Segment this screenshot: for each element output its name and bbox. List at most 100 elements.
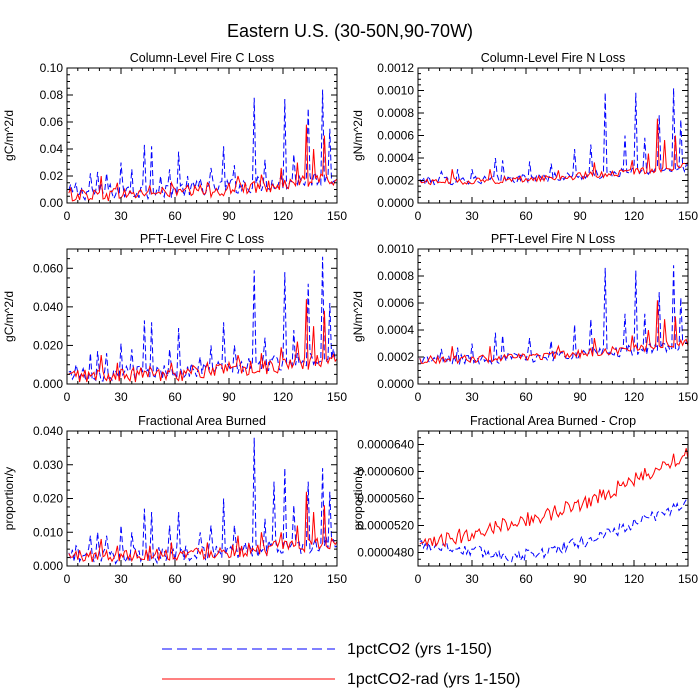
chart-panel-1: 0 30 60 90 120 150 0.00 0.02 0.04 0.06 0.08 0.10 Col… <box>2 51 347 223</box>
x-tick-label: 120 <box>624 209 644 223</box>
x-tick-label: 90 <box>573 209 587 223</box>
y-tick-label: 0.0006 <box>377 296 414 310</box>
panel-title: Fractional Area Burned - Crop <box>470 414 636 428</box>
x-tick-label: 30 <box>465 572 479 586</box>
y-tick-label: 0.0000560 <box>357 492 414 506</box>
x-tick-label: 120 <box>273 209 293 223</box>
chart-panel-6: 0 30 60 90 120 150 0.0000480 0.0000520 0.0000560… <box>351 414 698 586</box>
y-tick-label: 0.0004 <box>377 151 414 165</box>
panel-title: PFT-Level Fire C Loss <box>140 232 264 246</box>
panel-title: Fractional Area Burned <box>138 414 266 428</box>
y-tick-label: 0.060 <box>33 261 63 275</box>
series-line-1pctco2 <box>68 256 337 382</box>
y-tick-label: 0.0010 <box>377 84 414 98</box>
series-line-1pctco2 <box>419 88 688 187</box>
x-tick-label: 150 <box>678 209 698 223</box>
plot-frame <box>417 248 689 385</box>
panel-title: Column-Level Fire C Loss <box>130 51 275 65</box>
x-tick-label: 150 <box>327 572 347 586</box>
x-tick-label: 90 <box>222 209 236 223</box>
y-tick-label: 0.020 <box>33 492 63 506</box>
x-tick-label: 60 <box>168 572 182 586</box>
y-axis-label: gC/m^2/d <box>2 110 16 161</box>
x-tick-label: 0 <box>415 390 422 404</box>
x-tick-label: 150 <box>327 390 347 404</box>
y-tick-label: 0.0006 <box>377 129 414 143</box>
y-axis-label: proportion/y <box>351 467 365 530</box>
y-tick-label: 0.0000600 <box>357 465 414 479</box>
legend: 1pctCO2 (yrs 1-150) 1pctCO2-rad (yrs 1-1… <box>162 641 520 688</box>
series-line-1pctco2-rad <box>68 124 337 202</box>
x-tick-label: 90 <box>222 572 236 586</box>
y-tick-label: 0.040 <box>33 424 63 438</box>
y-tick-label: 0.08 <box>40 88 64 102</box>
x-tick-label: 30 <box>114 209 128 223</box>
y-tick-label: 0.0000480 <box>357 546 414 560</box>
y-tick-label: 0.02 <box>40 169 64 183</box>
y-tick-label: 0.0008 <box>377 269 414 283</box>
x-tick-label: 30 <box>114 572 128 586</box>
x-tick-label: 120 <box>624 390 644 404</box>
x-tick-label: 150 <box>678 390 698 404</box>
panel-title: PFT-Level Fire N Loss <box>491 232 615 246</box>
y-tick-label: 0.0010 <box>377 242 414 256</box>
panel-title: Column-Level Fire N Loss <box>481 51 626 65</box>
y-tick-label: 0.0002 <box>377 350 414 364</box>
x-tick-label: 30 <box>465 390 479 404</box>
y-tick-label: 0.04 <box>40 142 64 156</box>
x-tick-label: 30 <box>114 390 128 404</box>
y-axis-label: gN/m^2/d <box>351 110 365 161</box>
x-tick-label: 60 <box>168 209 182 223</box>
x-tick-label: 0 <box>64 209 71 223</box>
chart-panel-4: 0 30 60 90 120 150 0.0000 0.0002 0.0004 0.0006 0.0… <box>351 232 698 404</box>
x-tick-label: 120 <box>273 572 293 586</box>
series-line-1pctco2-rad <box>419 118 688 186</box>
plot-frame <box>66 67 338 204</box>
x-tick-label: 120 <box>273 390 293 404</box>
x-tick-label: 0 <box>64 572 71 586</box>
y-tick-label: 0.0008 <box>377 106 414 120</box>
y-tick-label: 0.0004 <box>377 323 414 337</box>
x-tick-label: 0 <box>64 390 71 404</box>
x-tick-label: 60 <box>168 390 182 404</box>
y-tick-label: 0.010 <box>33 525 63 539</box>
y-tick-label: 0.10 <box>40 61 64 75</box>
y-tick-label: 0.000 <box>33 377 63 391</box>
y-tick-label: 0.0000640 <box>357 438 414 452</box>
x-tick-label: 60 <box>519 209 533 223</box>
x-tick-label: 90 <box>573 572 587 586</box>
y-axis-label: proportion/y <box>2 467 16 530</box>
x-tick-label: 150 <box>327 209 347 223</box>
x-tick-label: 30 <box>465 209 479 223</box>
chart-panel-5: 0 30 60 90 120 150 0.000 0.010 0.020 0.030 0.040 Fr… <box>2 414 347 586</box>
series-line-1pctco2-rad <box>68 299 337 384</box>
x-tick-label: 60 <box>519 390 533 404</box>
y-tick-label: 0.06 <box>40 115 64 129</box>
legend-label-1pctco2-rad: 1pctCO2-rad (yrs 1-150) <box>347 671 520 688</box>
series-line-1pctco2-rad <box>419 448 688 548</box>
chart-panels: 0 30 60 90 120 150 0.00 0.02 0.04 0.06 0.08 0.10 Col… <box>2 51 698 586</box>
y-axis-label: gN/m^2/d <box>351 291 365 342</box>
y-tick-label: 0.020 <box>33 338 63 352</box>
series-line-1pctco2 <box>68 89 337 202</box>
chart-panel-3: 0 30 60 90 120 150 0.000 0.020 0.040 0.060 PFT-Lev… <box>2 232 347 404</box>
series-line-1pctco2-rad <box>68 491 337 563</box>
plot-frame <box>417 430 689 567</box>
y-tick-label: 0.0002 <box>377 174 414 188</box>
series-line-1pctco2 <box>68 437 337 565</box>
series-line-1pctco2-rad <box>419 300 688 365</box>
series-line-1pctco2 <box>419 498 688 563</box>
plot-frame <box>417 67 689 204</box>
y-tick-label: 0.040 <box>33 300 63 314</box>
y-axis-label: gC/m^2/d <box>2 291 16 342</box>
y-tick-label: 0.0012 <box>377 61 414 75</box>
series-line-1pctco2 <box>419 265 688 367</box>
x-tick-label: 60 <box>519 572 533 586</box>
chart-panel-2: 0 30 60 90 120 150 0.0000 0.0002 0.0004 0.0006 0.0… <box>351 51 698 223</box>
legend-label-1pctco2: 1pctCO2 (yrs 1-150) <box>347 641 492 658</box>
x-tick-label: 0 <box>415 572 422 586</box>
x-tick-label: 90 <box>222 390 236 404</box>
y-tick-label: 0.00 <box>40 196 64 210</box>
